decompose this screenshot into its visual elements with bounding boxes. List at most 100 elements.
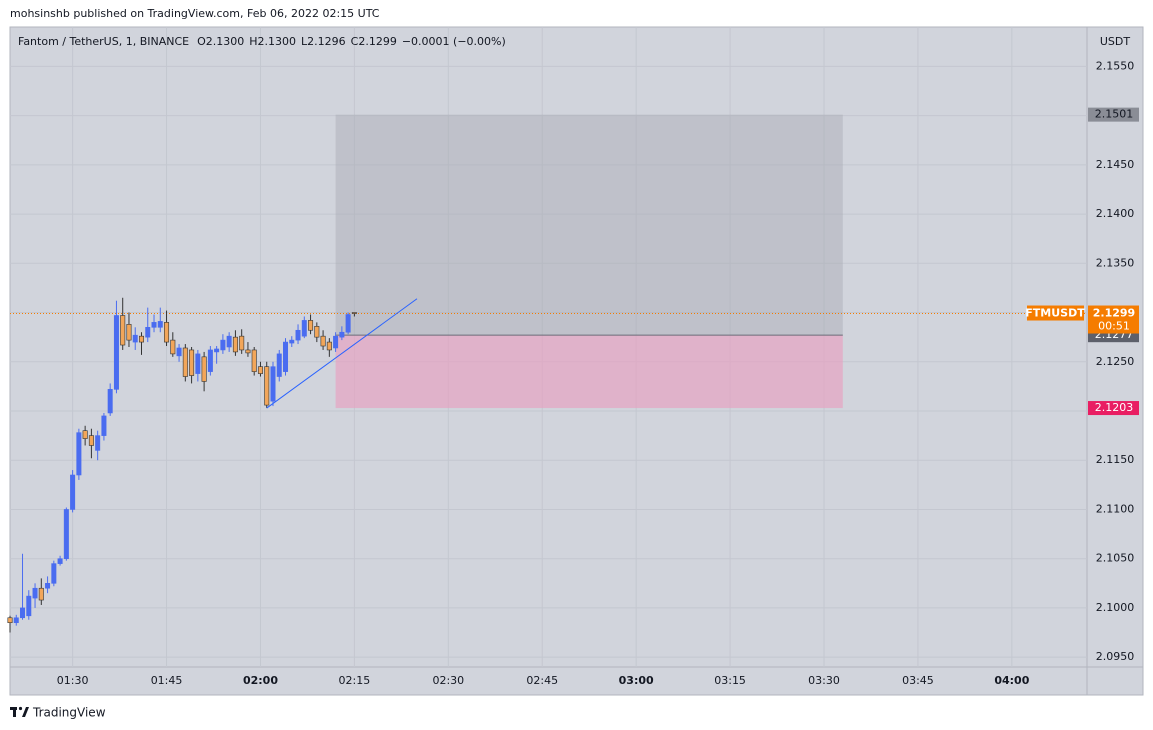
candle-body xyxy=(82,430,88,439)
ohlc-label: O2.1300 xyxy=(197,35,244,48)
y-tick-label: 2.1450 xyxy=(1096,158,1135,171)
y-tick-label: 2.1350 xyxy=(1096,256,1135,269)
candle-body xyxy=(214,348,220,353)
candle-body xyxy=(220,339,226,351)
candle-body xyxy=(195,353,201,374)
candle-body xyxy=(51,563,57,584)
candle-body xyxy=(283,341,289,372)
y-axis-label: USDT xyxy=(1100,35,1131,48)
symbol-tag-bg xyxy=(1027,305,1084,321)
ohlc-label: L2.1296 xyxy=(301,35,346,48)
candle-body xyxy=(276,353,282,377)
candle-body xyxy=(251,349,257,372)
candle-body xyxy=(245,349,251,354)
candle-body xyxy=(182,347,188,377)
candle-body xyxy=(264,366,270,406)
ohlc-label: H2.1300 xyxy=(249,35,296,48)
stop-zone xyxy=(335,335,843,409)
y-tick-label: 2.1000 xyxy=(1096,601,1135,614)
candle-body xyxy=(201,356,207,382)
candle-body xyxy=(120,315,126,346)
trendline xyxy=(266,298,418,409)
candle-body xyxy=(232,336,238,353)
candle-body xyxy=(308,320,314,331)
candle-body xyxy=(164,322,170,343)
brand: TradingView xyxy=(32,706,106,720)
candle-body xyxy=(76,432,82,476)
candle-body xyxy=(45,583,51,589)
candle-body xyxy=(339,331,345,338)
legend: Fantom / TetherUS, 1, BINANCE O2.1300 H2.1… xyxy=(18,35,506,48)
candle-body xyxy=(57,558,63,564)
candle-body xyxy=(239,335,245,351)
candle-body xyxy=(13,617,19,623)
x-tick-label: 03:30 xyxy=(808,674,840,687)
x-tick-label: 04:00 xyxy=(994,674,1029,687)
candle-body xyxy=(132,334,138,343)
candle-body xyxy=(88,435,94,446)
x-tick-label: 03:00 xyxy=(619,674,654,687)
target-price-tag-bg xyxy=(1088,107,1139,122)
stop-price-tag-bg xyxy=(1088,401,1139,416)
ohlc-label: −0.0001 (−0.00%) xyxy=(402,35,506,48)
y-tick-label: 2.1250 xyxy=(1096,355,1135,368)
x-tick-label: 01:30 xyxy=(57,674,89,687)
publisher: mohsinshb published on TradingView.com, … xyxy=(10,7,380,20)
x-tick-label: 02:15 xyxy=(339,674,371,687)
y-tick-label: 2.0950 xyxy=(1096,650,1135,663)
candle-body xyxy=(113,315,119,390)
x-tick-label: 02:30 xyxy=(432,674,464,687)
y-tick-label: 2.1050 xyxy=(1096,552,1135,565)
candle-body xyxy=(314,326,320,338)
candle-body xyxy=(70,474,76,510)
x-tick-label: 03:15 xyxy=(714,674,746,687)
last-price-bg xyxy=(1088,305,1139,334)
candle-body xyxy=(226,335,232,348)
candle-body xyxy=(138,335,144,343)
candle-body xyxy=(176,347,182,357)
y-tick-label: 2.1100 xyxy=(1096,502,1135,515)
ohlc-label: C2.1299 xyxy=(351,35,397,48)
candle-body xyxy=(351,312,357,314)
candle-body xyxy=(270,366,276,402)
candle-body xyxy=(295,329,301,341)
stop-price-tag: 2.1203 xyxy=(1095,401,1134,414)
symbol-title: Fantom / TetherUS, 1, BINANCE xyxy=(18,35,189,48)
last-price: 2.1299 xyxy=(1093,307,1135,320)
candle-body xyxy=(289,339,295,344)
x-tick-label: 02:45 xyxy=(526,674,558,687)
candle-body xyxy=(95,435,101,451)
countdown: 00:51 xyxy=(1098,320,1130,333)
plot xyxy=(7,27,1087,667)
candle-body xyxy=(257,366,263,374)
candle-body xyxy=(157,321,163,328)
candle-body xyxy=(151,322,157,328)
candle-body xyxy=(145,327,151,338)
candle-body xyxy=(7,617,13,623)
candle-body xyxy=(101,415,107,436)
candle-body xyxy=(189,349,195,376)
candle-body xyxy=(333,335,339,349)
y-tick-label: 2.1550 xyxy=(1096,59,1135,72)
y-tick-label: 2.1400 xyxy=(1096,207,1135,220)
candle-body xyxy=(126,324,132,341)
candle-body xyxy=(345,314,351,333)
candle-body xyxy=(170,339,176,355)
y-tick-label: 2.1150 xyxy=(1096,453,1135,466)
candle-body xyxy=(326,341,332,351)
candle-body xyxy=(207,349,213,372)
candle-body xyxy=(20,607,26,619)
candle-body xyxy=(320,335,326,347)
symbol-tag: FTMUSDT xyxy=(1025,307,1085,320)
candle-body xyxy=(38,587,44,601)
candle-body xyxy=(107,389,113,414)
candle-body xyxy=(26,595,32,617)
candle-body xyxy=(63,509,69,559)
x-tick-label: 01:45 xyxy=(151,674,183,687)
brand-logo xyxy=(10,706,29,717)
x-tick-label: 03:45 xyxy=(902,674,934,687)
target-zone xyxy=(335,114,843,336)
target-price-tag: 2.1501 xyxy=(1095,108,1134,121)
